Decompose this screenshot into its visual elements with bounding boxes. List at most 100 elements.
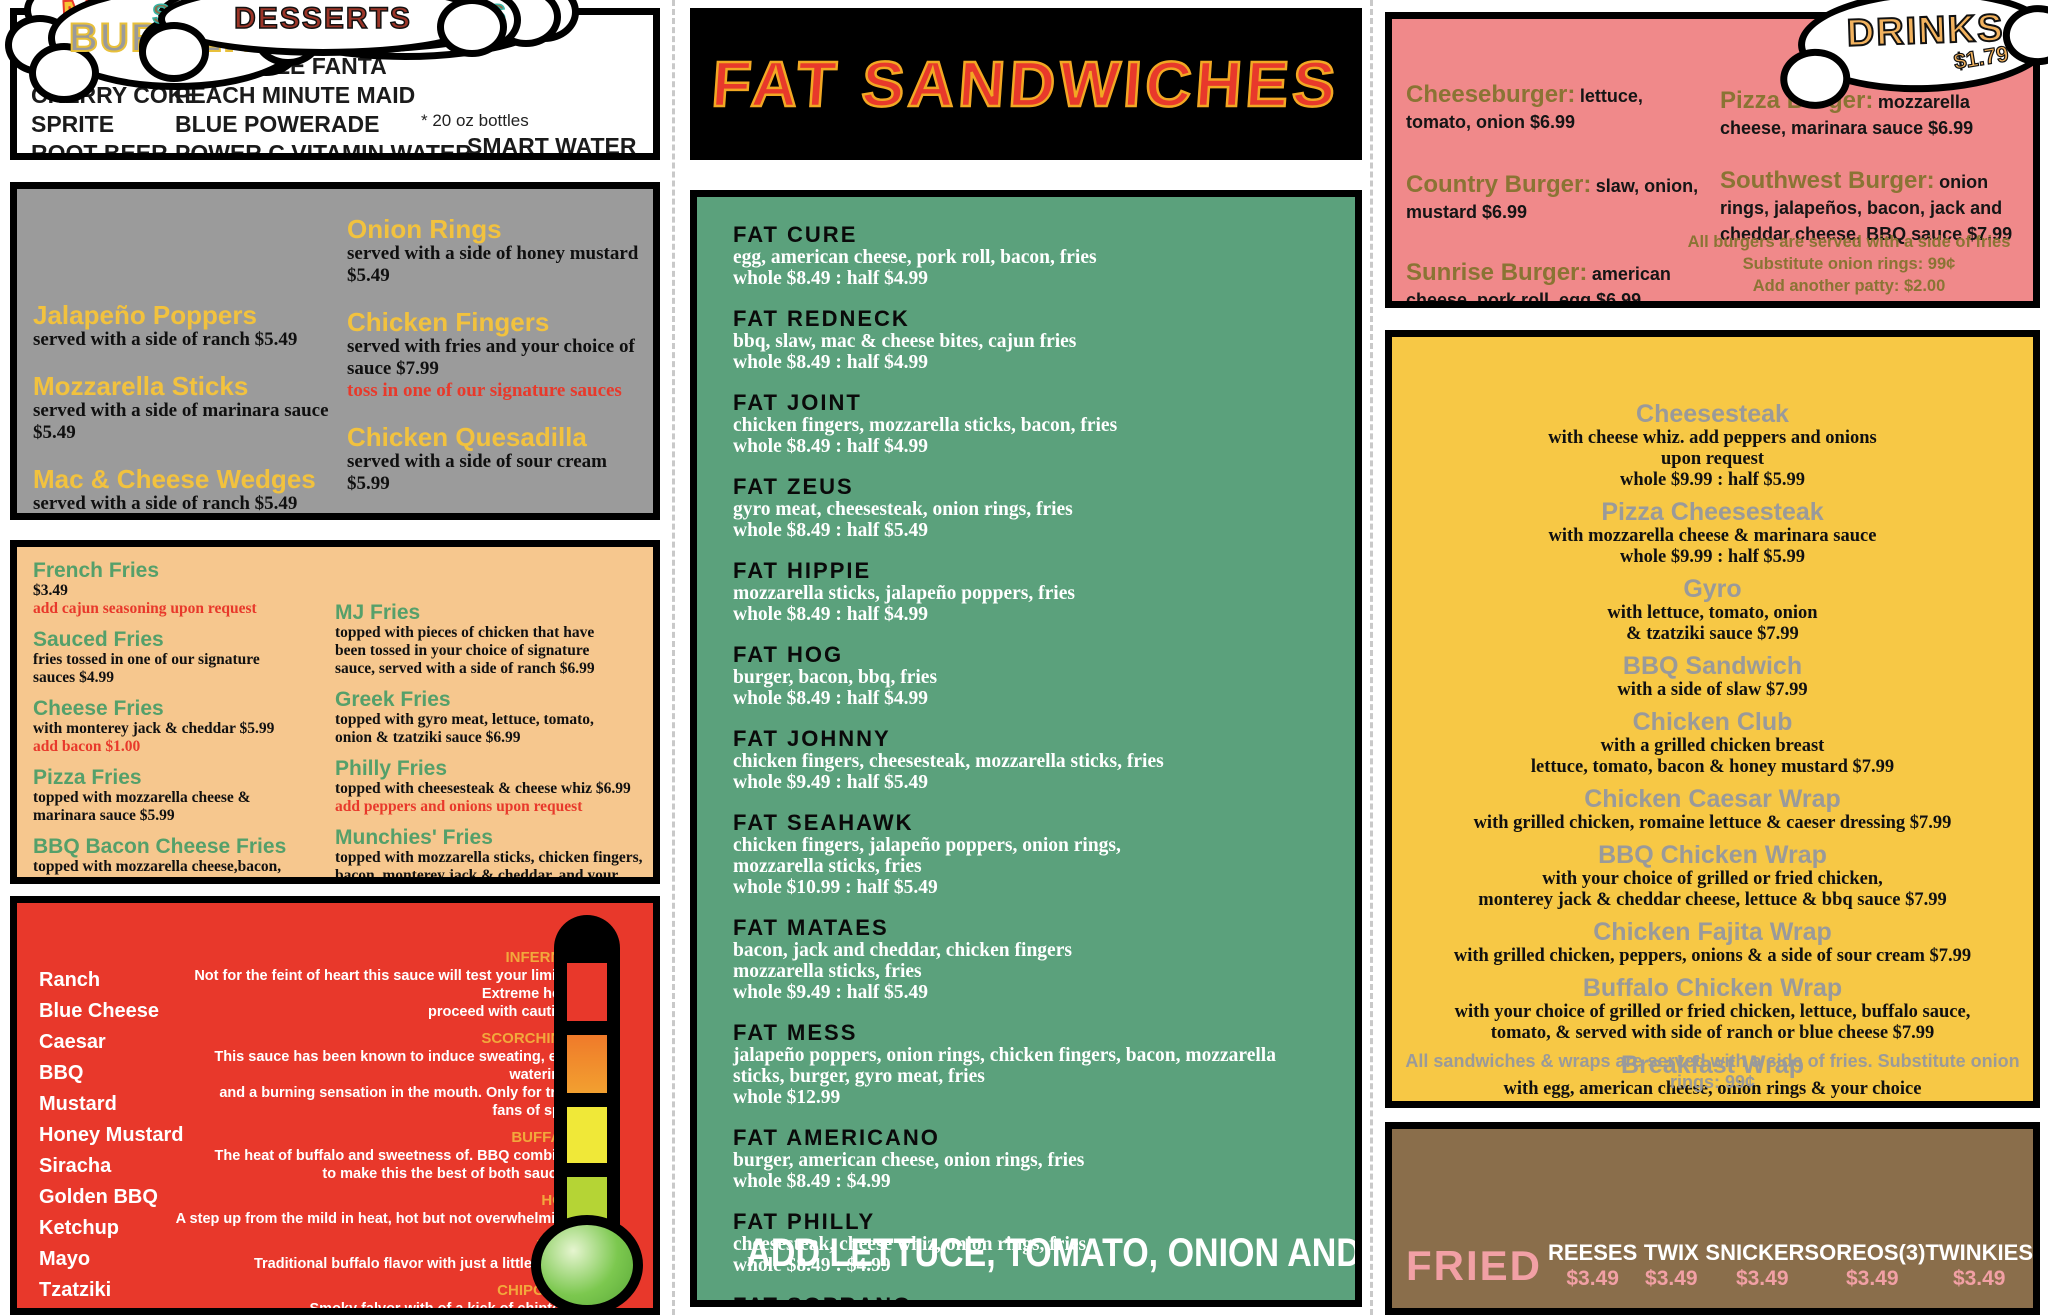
menu-item: Southwest Burger: onion rings, jalapeños… [1720, 167, 2033, 247]
item-description: slaw, onion, mustard $6.99 [1406, 176, 1699, 222]
menu-item: Munchies' Fries topped with mozzarella s… [335, 826, 645, 877]
item-note: add bacon $1.00 [33, 738, 141, 755]
item-description: served with a side of sour cream $5.99 [347, 451, 607, 494]
menu-item: Jalapeño Poppers served with a side of r… [33, 301, 338, 351]
item-description: served with a side of ranch $5.49 [33, 493, 298, 514]
desserts-section: FRIED REESES $3.49 TWIX $3.49 SNICKERS $… [1385, 1122, 2040, 1315]
item-name: Greek Fries [335, 688, 451, 711]
menu-item: French Fries $3.49 add cajun seasoning u… [33, 559, 343, 618]
thermometer-tube [554, 915, 620, 1251]
item-name: Pizza Fries [33, 766, 142, 789]
menu-item: Chicken Fajita Wrap with grilled chicken… [1392, 919, 2033, 967]
sauce-name: Mustard [39, 1093, 117, 1115]
item-name: Chicken Fajita Wrap [1593, 918, 1832, 946]
menu-item: Pizza Cheesesteak with mozzarella cheese… [1392, 499, 2033, 568]
heat-level-description: Not for the feint of heart this sauce wi… [194, 968, 573, 1020]
heat-level-name: HOT [165, 1192, 573, 1210]
item-description: with your choice of grilled or fried chi… [1454, 1002, 1971, 1043]
munchies-right-column: Onion Rings served with a side of honey … [347, 215, 652, 513]
dessert-item: SNICKERS $3.49 [1705, 1240, 1819, 1292]
column-divider-right [1370, 0, 1373, 1315]
item-description: chicken fingers, jalapeño poppers, onion… [733, 835, 1121, 877]
item-name: FAT MATAES [733, 915, 889, 940]
item-price: whole $8.49 : half $4.99 [733, 352, 928, 373]
item-name: Cheese Fries [33, 697, 164, 720]
item-name: OREOS(3) [1819, 1240, 1926, 1265]
menu-item: Country Burger: slaw, onion, mustard $6.… [1406, 171, 1706, 225]
heat-level-description: This sauce has been known to induce swea… [214, 1049, 573, 1119]
item-name: Philly Fries [335, 757, 448, 780]
menu-item: FAT SEAHAWK chicken fingers, jalapeño po… [733, 811, 1355, 899]
heat-level-name: CHIPOTLE [497, 1282, 573, 1299]
menu-item: Buffalo Chicken Wrap with your choice of… [1392, 975, 2033, 1044]
item-description: chicken fingers, mozzarella sticks, baco… [733, 415, 1118, 436]
menu-item: FAT AMERICANO burger, american cheese, o… [733, 1125, 1355, 1193]
heat-level-name: SCORCHING [481, 1030, 573, 1047]
item-name: Chicken Quesadilla [347, 422, 587, 452]
menu-item: Sunrise Burger: american cheese, pork ro… [1406, 259, 1726, 308]
fries-left-column: French Fries $3.49 add cajun seasoning u… [33, 559, 343, 877]
burgers-note: Substitute onion rings: 99¢ [1742, 255, 1956, 273]
heat-level: BUFFAQ The heat of buffalo and sweetness… [165, 1129, 573, 1183]
item-name: Mac & Cheese Wedges [33, 464, 316, 494]
sauce-name: BBQ [39, 1062, 84, 1084]
item-description: egg, american cheese, pork roll, bacon, … [733, 247, 1097, 268]
sauce-name: Honey Mustard [39, 1124, 184, 1146]
item-price: $3.49 [1845, 1267, 1899, 1290]
item-description: mozzarella cheese, marinara sauce $6.99 [1720, 92, 1974, 138]
item-description: with monterey jack & cheddar $5.99 [33, 720, 275, 737]
menu-item: FAT ZEUS gyro meat, cheesesteak, onion r… [733, 474, 1355, 542]
item-name: FAT HOG [733, 642, 844, 667]
menu-item: Gyro with lettuce, tomato, onion & tzatz… [1392, 576, 2033, 645]
menu-item: FAT HIPPIE mozzarella sticks, jalapeño p… [733, 559, 1355, 626]
item-description: with egg, american cheese, onion rings &… [1503, 1079, 1922, 1101]
item-price: whole $8.49 : half $5.49 [733, 520, 928, 541]
heat-level: INFERNO Not for the feint of heart this … [165, 949, 573, 1021]
sauce-name: Blue Cheese [39, 1000, 160, 1022]
menu-item: FAT PHILLY cheesesteak, cheese whiz, oni… [733, 1210, 1355, 1277]
sauce-name: Ketchup [39, 1217, 119, 1239]
item-name: FAT AMERICANO [733, 1125, 940, 1150]
item-description: cheesesteak, cheese whiz, onion rings, f… [733, 1234, 1087, 1255]
item-description: with a grilled chicken breast lettuce, t… [1530, 736, 1895, 777]
item-price: $3.49 [1735, 1267, 1789, 1290]
page-title: FAT SANDWICHES [709, 47, 1344, 122]
heat-thermometer-icon [531, 915, 643, 1308]
item-description: mozzarella sticks, jalapeño poppers, fri… [733, 583, 1075, 604]
item-name: Mozzarella Sticks [33, 371, 249, 401]
heat-level: CHIPOTLE Smoky falvor with of a kick of … [165, 1282, 573, 1308]
item-description: american cheese, pork roll, egg $6.99 [1406, 264, 1671, 308]
item-price: whole $8.49 : half $4.99 [733, 436, 928, 457]
item-description: lettuce, tomato, onion $6.99 [1406, 86, 1643, 132]
item-name: FAT ZEUS [733, 474, 854, 499]
item-description: with grilled chicken, peppers, onions & … [1453, 946, 1972, 966]
item-price: whole $8.49 : $4.99 [733, 1171, 891, 1192]
item-description: jalapeño poppers, onion rings, chicken f… [733, 1045, 1276, 1087]
heat-level-description: The heat of buffalo and sweetness of. BB… [214, 1148, 573, 1182]
burgers-notes: All burgers are served with a side of fr… [1679, 231, 2019, 297]
menu-item: BBQ Chicken Wrap with your choice of gri… [1392, 842, 2033, 911]
item-name: Jalapeño Poppers [33, 300, 257, 330]
item-description: topped with cheesesteak & cheese whiz $6… [335, 780, 631, 797]
item-name: FAT MESS [733, 1020, 858, 1045]
heat-level-description: Traditional buffalo flavor with just a l… [253, 1256, 573, 1272]
menu-item: BBQ Sandwich with a side of slaw $7.99 [1392, 653, 2033, 701]
heat-level-name: MILD [165, 1237, 573, 1255]
drink-item: BLUE POWERADE [175, 111, 380, 137]
item-name: TWIX [1643, 1240, 1699, 1265]
heat-level-description: A step up from the mild in heat, hot but… [175, 1211, 573, 1227]
item-description: fries tossed in one of our signature sau… [33, 651, 260, 686]
drink-item: ROOT BEER [31, 140, 168, 160]
burgers-note: Add another patty: $2.00 [1752, 277, 1946, 295]
item-name: Sunrise Burger: [1406, 259, 1588, 286]
item-name: FAT JOINT [733, 390, 862, 415]
menu-item: Mac & Cheese Wedges served with a side o… [33, 464, 338, 514]
drink-item: SPRITE [31, 111, 115, 137]
dessert-item: TWIX $3.49 [1637, 1240, 1705, 1292]
item-description: topped with mozzarella cheese,bacon, BBQ… [33, 858, 303, 877]
menu-item: Pizza Burger: mozzarella cheese, marinar… [1720, 87, 2033, 141]
munchies-section: Jalapeño Poppers served with a side of r… [10, 182, 660, 520]
desserts-section-title: DESSERTS [233, 1, 412, 36]
menu-item: FAT MATAES bacon, jack and cheddar, chic… [733, 915, 1355, 1004]
item-description: topped with mozzarella cheese & marinara… [33, 789, 251, 824]
